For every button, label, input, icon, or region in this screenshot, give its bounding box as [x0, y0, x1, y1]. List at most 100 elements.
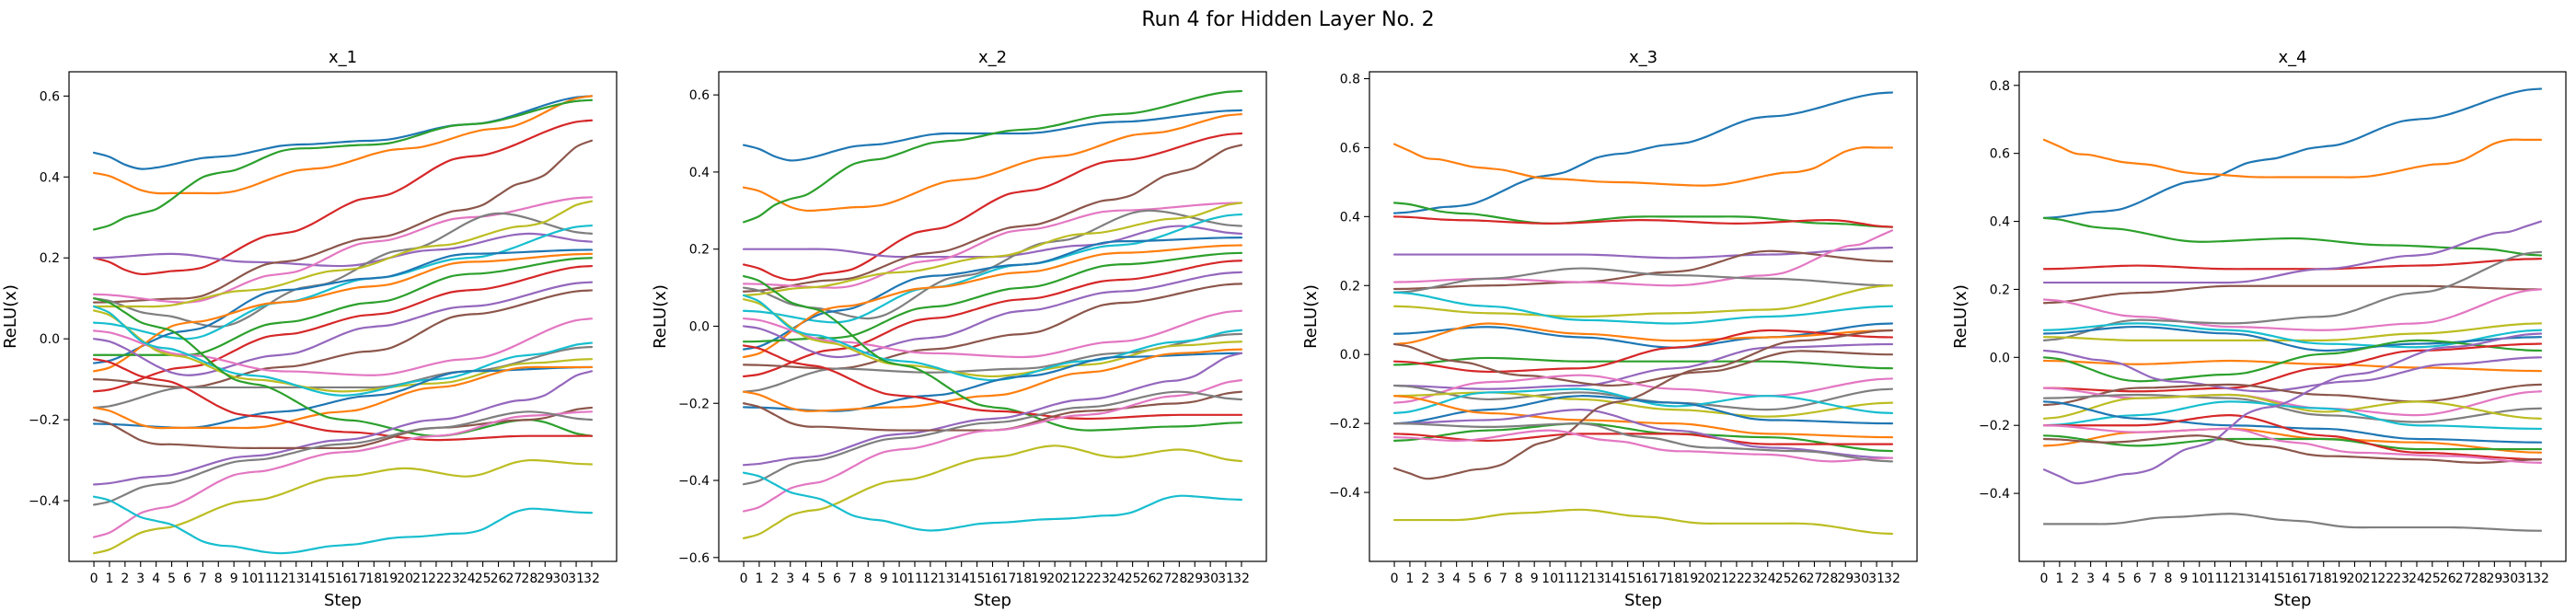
- series-line: [1392, 322, 1894, 346]
- x-tick-label: 12: [272, 572, 289, 586]
- series-line: [1392, 91, 1894, 214]
- series-line: [2042, 359, 2543, 373]
- x-tick-label: 15: [969, 572, 986, 586]
- series-line: [92, 200, 594, 308]
- x-tick-label: 9: [1531, 572, 1539, 586]
- x-tick-label: 21: [1062, 572, 1079, 586]
- x-tick-label: 2: [2071, 572, 2079, 586]
- series-line: [92, 281, 594, 376]
- series-line: [742, 309, 1243, 359]
- series-line: [2042, 325, 2543, 352]
- series-line: [1392, 395, 1894, 425]
- series-line: [92, 212, 594, 329]
- x-tick-label: 19: [381, 572, 398, 586]
- y-tick-label: 0.6: [1340, 141, 1360, 156]
- x-tick-label: 10: [241, 572, 258, 586]
- x-tick-label: 18: [1666, 572, 1682, 586]
- series-line: [2042, 342, 2543, 393]
- series-line: [2042, 138, 2543, 179]
- x-tick-label: 25: [2424, 572, 2441, 586]
- x-tick-label: 26: [1791, 572, 1808, 586]
- series-line: [2042, 434, 2543, 451]
- y-tick-label: −0.6: [678, 551, 710, 566]
- x-tick-label: 15: [2269, 572, 2285, 586]
- x-tick-label: 7: [199, 572, 207, 586]
- x-tick-label: 6: [183, 572, 191, 586]
- x-tick-label: 17: [999, 572, 1016, 586]
- series-line: [742, 271, 1243, 359]
- series-line: [742, 244, 1243, 359]
- x-tick-label: 29: [537, 572, 553, 586]
- x-tick-label: 31: [568, 572, 584, 586]
- series-line: [1392, 421, 1894, 463]
- x-tick-label: 23: [2393, 572, 2409, 586]
- x-tick-label: 25: [1775, 572, 1792, 586]
- y-tick-label: −0.2: [1329, 417, 1360, 432]
- x-tick-label: 25: [1125, 572, 1141, 586]
- series-line: [2042, 434, 2543, 464]
- series-line: [1392, 284, 1894, 318]
- series-line: [742, 202, 1243, 289]
- x-tick-label: 4: [1452, 572, 1461, 586]
- x-tick-label: 20: [1046, 572, 1063, 586]
- series-group: [92, 95, 594, 555]
- x-tick-label: 17: [2300, 572, 2316, 586]
- x-tick-label: 15: [1620, 572, 1636, 586]
- x-tick-label: 25: [475, 572, 491, 586]
- y-tick-label: 0.8: [1990, 79, 2010, 94]
- series-line: [2042, 87, 2543, 219]
- x-tick-label: 2: [770, 572, 779, 586]
- series-line: [742, 112, 1243, 213]
- series-line: [2042, 400, 2543, 431]
- x-tick-label: 18: [2316, 572, 2332, 586]
- x-tick-label: 10: [891, 572, 907, 586]
- y-tick-label: −0.2: [678, 397, 710, 411]
- series-line: [742, 352, 1243, 467]
- series-line: [2042, 383, 2543, 407]
- x-tick-label: 23: [444, 572, 460, 586]
- y-tick-label: −0.4: [678, 474, 710, 489]
- y-tick-label: 0.6: [40, 89, 60, 104]
- y-tick-label: 0.6: [689, 88, 710, 103]
- x-tick-label: 6: [833, 572, 841, 586]
- y-tick-label: 0.4: [1990, 215, 2010, 230]
- x-tick-label: 14: [304, 572, 320, 586]
- series-line: [1392, 508, 1894, 536]
- x-axis-label: Step: [974, 591, 1011, 610]
- x-tick-label: 22: [1728, 572, 1745, 586]
- x-tick-label: 20: [397, 572, 413, 586]
- y-tick-label: −0.4: [29, 494, 60, 509]
- x-tick-label: 14: [2253, 572, 2270, 586]
- series-line: [742, 213, 1243, 324]
- x-tick-label: 20: [2347, 572, 2363, 586]
- series-line: [742, 274, 1243, 432]
- series-line: [92, 289, 594, 389]
- x-tick-label: 0: [90, 572, 98, 586]
- x-tick-label: 17: [350, 572, 366, 586]
- x-tick-label: 32: [583, 572, 600, 586]
- y-tick-label: 0.0: [689, 319, 710, 334]
- series-line: [1392, 322, 1894, 349]
- y-tick-label: 0.2: [1340, 279, 1360, 294]
- y-tick-label: 0.2: [689, 243, 710, 258]
- series-line: [1392, 395, 1894, 439]
- y-axis-label: ReLU(x): [1301, 284, 1321, 349]
- series-group: [2042, 87, 2543, 532]
- x-tick-label: 26: [1140, 572, 1157, 586]
- series-line: [92, 309, 594, 393]
- subplot-1: x_10 1 2 3 4 5 6 7 8 9 10 11 12 13 14 15 16 17 18 19 20 21 22 2…: [1, 48, 618, 610]
- x-tick-label: 28: [2471, 572, 2488, 586]
- y-tick-label: −0.4: [1329, 486, 1360, 501]
- series-line: [742, 132, 1243, 282]
- series-line: [2042, 332, 2543, 485]
- x-tick-label: 27: [506, 572, 523, 586]
- y-tick-label: 0.0: [1340, 348, 1360, 363]
- series-line: [92, 95, 594, 170]
- series-line: [1392, 356, 1894, 370]
- x-tick-label: 9: [230, 572, 238, 586]
- y-axis-label: ReLU(x): [651, 284, 670, 349]
- x-tick-label: 21: [1713, 572, 1729, 586]
- x-tick-label: 30: [1202, 572, 1219, 586]
